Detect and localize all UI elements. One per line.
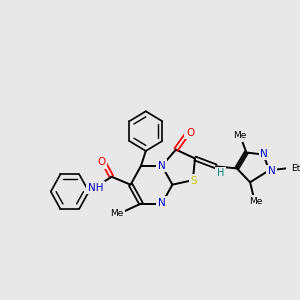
Text: O: O bbox=[97, 157, 105, 167]
Text: Et: Et bbox=[291, 164, 300, 173]
Text: O: O bbox=[186, 128, 194, 138]
Text: Me: Me bbox=[249, 196, 262, 206]
Text: N: N bbox=[158, 161, 166, 171]
Text: N: N bbox=[158, 198, 166, 208]
Text: H: H bbox=[217, 168, 224, 178]
Text: S: S bbox=[190, 176, 197, 186]
Text: N: N bbox=[268, 166, 276, 176]
Text: Me: Me bbox=[233, 131, 246, 140]
Text: N: N bbox=[260, 148, 268, 158]
Text: Me: Me bbox=[110, 209, 123, 218]
Text: NH: NH bbox=[88, 183, 103, 193]
